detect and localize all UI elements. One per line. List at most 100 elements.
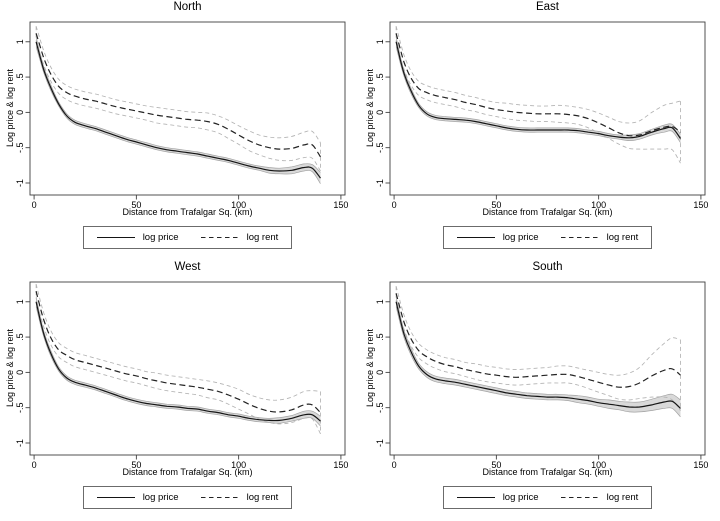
rent-ci-upper xyxy=(395,26,681,124)
rent-line xyxy=(35,33,322,158)
x-tick-label: 50 xyxy=(131,200,141,210)
x-tick-label: 100 xyxy=(591,200,606,210)
price-ci-lower xyxy=(395,306,681,418)
x-tick-label: 0 xyxy=(32,460,37,470)
plot-area: 0 50 100 150 -1 -.5 0 .5 1 xyxy=(375,281,708,470)
y-tick-label: .5 xyxy=(15,73,25,81)
y-tick-label: -.5 xyxy=(15,402,25,413)
price-line-sample xyxy=(456,497,495,498)
y-tick-label: -.5 xyxy=(15,142,25,153)
y-tick-label: 1 xyxy=(15,299,25,304)
price-ci-lower xyxy=(35,306,321,427)
rent-ci-upper xyxy=(35,26,321,143)
panel-title: South xyxy=(532,261,563,273)
legend-label-price: log price xyxy=(142,492,179,503)
legend-label-price: log price xyxy=(142,232,179,243)
price-ci-band xyxy=(36,36,321,184)
plot-area: 0 50 100 150 -1 -.5 0 .5 1 xyxy=(375,21,708,210)
legend-label-rent: log rent xyxy=(246,232,279,243)
y-tick-label: .5 xyxy=(375,73,385,81)
panel-west: West Log price & log rent 0 50 100 150 -1 -.5… xyxy=(0,260,360,521)
x-tick-label: 0 xyxy=(392,460,397,470)
x-tick-label: 50 xyxy=(491,460,501,470)
price-line xyxy=(35,301,321,422)
legend-row: log price log rent xyxy=(375,226,720,249)
y-tick-label: 1 xyxy=(375,39,385,44)
rent-ci-lower xyxy=(35,298,321,435)
rent-ci-lower xyxy=(395,40,681,164)
rent-line xyxy=(35,291,321,414)
x-tick-label: 100 xyxy=(231,460,246,470)
price-line xyxy=(395,301,681,409)
price-line-sample xyxy=(456,237,495,238)
legend-label-rent: log rent xyxy=(246,492,279,503)
price-ci-upper xyxy=(395,296,681,403)
x-tick-label: 150 xyxy=(333,200,348,210)
rent-ci-lower xyxy=(35,40,321,172)
price-line xyxy=(35,41,321,179)
x-axis-label: Distance from Trafalgar Sq. (km) xyxy=(482,467,613,477)
x-tick-label: 50 xyxy=(131,460,141,470)
y-tick-label: -1 xyxy=(375,179,385,187)
x-tick-label: 100 xyxy=(591,460,606,470)
legend-label-rent: log rent xyxy=(606,232,639,243)
legend-row: log price log rent xyxy=(15,226,360,249)
panel-south: South Log price & log rent 0 50 100 150 -1 -.… xyxy=(360,260,720,521)
rent-ci-upper xyxy=(395,286,681,376)
x-tick-label: 150 xyxy=(693,200,708,210)
plot-frame xyxy=(29,281,346,456)
legend: log price log rent xyxy=(82,226,293,249)
y-tick-label: 0 xyxy=(375,110,385,115)
x-axis-label: Distance from Trafalgar Sq. (km) xyxy=(122,467,253,477)
y-tick-label: .5 xyxy=(15,333,25,341)
y-tick-label: .5 xyxy=(375,333,385,341)
x-tick-label: 100 xyxy=(231,200,246,210)
rent-line xyxy=(395,293,681,388)
price-ci-upper xyxy=(395,36,681,136)
y-tick-label: -1 xyxy=(15,439,25,447)
legend-label-rent: log rent xyxy=(606,492,639,503)
plot-area: 0 50 100 150 -1 -.5 0 .5 1 xyxy=(15,21,348,210)
y-tick-label: 0 xyxy=(15,370,25,375)
y-tick-label: 0 xyxy=(375,370,385,375)
y-tick-label: -.5 xyxy=(375,142,385,153)
legend-row: log price log rent xyxy=(15,486,360,509)
price-line-sample xyxy=(96,497,135,498)
price-ci-band xyxy=(36,296,321,426)
x-tick-label: 0 xyxy=(392,200,397,210)
price-line xyxy=(395,41,681,139)
y-tick-label: 1 xyxy=(15,39,25,44)
panel-north: North Log price & log rent 0 50 100 150 -1 -.… xyxy=(0,0,360,260)
x-axis-label: Distance from Trafalgar Sq. (km) xyxy=(482,207,613,217)
legend: log price log rent xyxy=(82,486,293,509)
panel-title: West xyxy=(174,261,201,273)
x-axis-label: Distance from Trafalgar Sq. (km) xyxy=(122,207,253,217)
rent-line-sample xyxy=(200,237,239,238)
rent-line-sample xyxy=(560,237,599,238)
y-tick-label: 1 xyxy=(375,299,385,304)
legend-label-price: log price xyxy=(502,232,539,243)
plot-area: 0 50 100 150 -1 -.5 0 .5 1 xyxy=(15,281,348,470)
panel-east: East Log price & log rent 0 50 100 150 -1 -.5… xyxy=(360,0,720,260)
rent-ci-lower xyxy=(395,300,681,411)
legend-row: log price log rent xyxy=(375,486,720,509)
price-line-sample xyxy=(96,237,135,238)
x-tick-label: 150 xyxy=(693,460,708,470)
panel-title: East xyxy=(535,1,559,13)
rent-line-sample xyxy=(200,497,239,498)
plot-frame xyxy=(29,21,346,196)
price-ci-upper xyxy=(35,36,321,173)
y-tick-label: -1 xyxy=(15,179,25,187)
y-tick-label: -.5 xyxy=(375,402,385,413)
legend: log price log rent xyxy=(442,226,653,249)
panel-title: North xyxy=(173,1,202,13)
y-tick-label: 0 xyxy=(15,110,25,115)
price-ci-band xyxy=(396,296,681,417)
x-tick-label: 150 xyxy=(333,460,348,470)
rent-line-sample xyxy=(560,497,599,498)
rent-ci-upper xyxy=(35,283,321,401)
price-ci-lower xyxy=(35,46,321,184)
rent-line xyxy=(395,33,681,137)
x-tick-label: 0 xyxy=(32,200,37,210)
